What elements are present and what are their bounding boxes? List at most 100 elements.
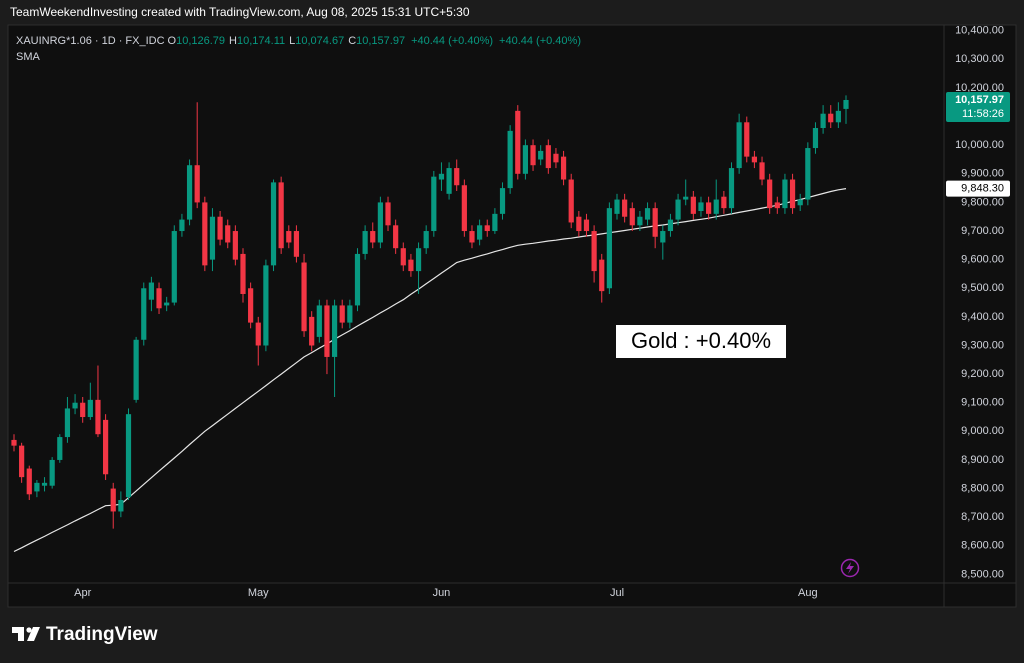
annotation-box [616,325,786,358]
candle-body [553,153,559,163]
legend-change: +40.44 (+0.40%) [499,35,581,47]
candle-body [278,182,284,249]
legend-value: 10,174.11 [237,35,285,47]
candle-body [599,259,605,292]
candle-body [454,168,460,186]
candle-body [179,219,185,232]
candle-body [667,219,674,232]
candle-body [64,408,71,438]
candle-body [789,179,796,209]
candle-body [805,148,811,200]
chart-panel [7,24,1017,608]
candle-body [217,216,223,240]
candle-body [293,231,300,257]
candle-body [431,176,437,232]
candle-body [118,500,124,512]
candle-body [377,202,383,243]
candle-body [133,339,139,400]
candle-body [240,253,246,294]
candle-body [652,208,658,237]
icon-bolt[interactable] [846,562,854,574]
y-tick-label: 10,000.00 [955,139,1004,151]
candle-body [469,231,475,243]
candle-body [583,219,590,232]
legend-key: L [289,35,295,47]
candle-body [606,208,612,289]
candle-body [26,468,32,495]
candle-body [515,110,521,174]
candle-body [622,199,628,217]
tradingview-logo: TradingView [12,624,158,645]
candle-body [19,445,25,478]
candle-body [675,199,681,220]
logo-dot [26,627,32,633]
candle-body [324,305,330,357]
candle-body [736,122,742,169]
sma-price-label: 9,848.30 [961,183,1004,195]
y-tick-label: 8,700.00 [961,511,1004,523]
y-tick-label: 9,300.00 [961,339,1004,351]
logo-t [12,627,24,641]
x-tick-label: May [248,587,269,599]
candle-body [698,202,704,211]
legend-change: +40.44 (+0.40%) [411,35,493,47]
y-tick-label: 10,200.00 [955,82,1004,94]
countdown: 11:58:26 [962,108,1004,120]
candle-body [644,208,651,220]
candle-body [80,402,86,418]
y-tick-label: 10,400.00 [955,25,1004,37]
candle-body [499,188,506,214]
candle-body [171,231,177,303]
y-tick-label: 9,900.00 [961,168,1004,180]
y-tick-label: 9,600.00 [961,254,1004,266]
candle-body [301,262,307,332]
legend-key: C [348,35,356,47]
candle-body [545,145,551,169]
sma-price-box [946,180,1010,197]
candle-body [49,459,55,486]
x-tick-label: Aug [798,587,818,599]
candle-body [385,202,391,226]
candle-body [57,437,63,460]
icon-circle[interactable] [840,558,860,578]
candle-body [362,231,368,254]
credit: TeamWeekendInvesting created with Tradin… [10,5,470,19]
candle-body [164,302,170,306]
candle-body [568,179,574,223]
candle-body [309,316,315,346]
candle-body [248,288,254,323]
candle-body [706,202,712,214]
y-tick-label: 9,700.00 [961,225,1004,237]
x-tick-label: Apr [74,587,91,599]
candle-body [339,305,345,323]
candle-body [393,225,399,249]
candle-body [660,231,666,243]
candle-body [225,225,231,243]
legend-value: 10,074.67 [295,35,344,47]
candle-body [721,196,727,209]
candle-body [629,208,635,226]
last-price-box [946,91,1010,122]
y-tick-label: 9,100.00 [961,397,1004,409]
lightning-icon[interactable] [840,558,860,578]
y-tick-label: 8,500.00 [961,568,1004,580]
legend-value: 10,157.97 [356,35,405,47]
candle-body [110,488,116,512]
y-tick-label: 8,900.00 [961,454,1004,466]
x-tick-label: Jul [610,587,624,599]
candle-body [263,265,269,346]
candle-body [148,282,154,300]
candle-body [683,196,689,200]
candle-body [461,185,467,232]
candle-body [194,165,200,203]
candle-body [759,162,765,180]
candle-body [843,99,849,109]
candle-body [835,110,841,123]
indicator-name: SMA [16,51,41,63]
candle-body [751,156,758,163]
candle-body [354,253,361,306]
candle-body [438,173,445,180]
candle-body [270,182,277,266]
